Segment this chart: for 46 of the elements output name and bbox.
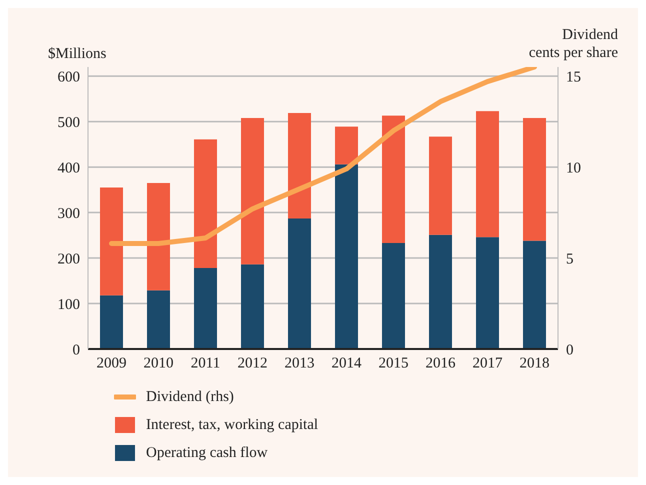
y2-tick-label: 5 bbox=[566, 251, 574, 268]
bar bbox=[288, 218, 311, 349]
bar bbox=[429, 136, 452, 235]
bar bbox=[335, 126, 358, 164]
y-tick-label: 400 bbox=[58, 160, 80, 176]
y2-tick-label: 10 bbox=[566, 160, 581, 176]
bar bbox=[100, 188, 123, 296]
x-tick-label: 2016 bbox=[426, 356, 456, 372]
y-tick-label: 100 bbox=[58, 296, 80, 313]
bar bbox=[147, 290, 170, 349]
bar bbox=[241, 264, 264, 349]
y-tick-label: 200 bbox=[58, 251, 80, 268]
x-tick-label: 2018 bbox=[520, 356, 550, 372]
x-tick-label: 2014 bbox=[332, 356, 362, 372]
bar bbox=[335, 164, 358, 349]
bar bbox=[523, 240, 546, 349]
bar bbox=[194, 139, 217, 268]
y2-tick-label: 0 bbox=[566, 342, 574, 358]
bar bbox=[100, 295, 123, 349]
x-tick-label: 2017 bbox=[472, 356, 503, 372]
x-tick-label: 2009 bbox=[96, 356, 126, 372]
y-tick-label: 600 bbox=[58, 69, 80, 86]
bar bbox=[476, 111, 499, 238]
y-tick-label: 500 bbox=[58, 114, 80, 131]
x-tick-label: 2012 bbox=[238, 356, 268, 372]
bar bbox=[288, 112, 311, 218]
bar bbox=[429, 234, 452, 349]
bar bbox=[523, 118, 546, 241]
legend-label: Interest, tax, working capital bbox=[146, 416, 318, 434]
legend-label: Dividend (rhs) bbox=[146, 388, 234, 406]
bar bbox=[476, 237, 499, 349]
y-tick-label: 0 bbox=[72, 342, 80, 358]
y-axis-title: $Millions bbox=[48, 46, 106, 63]
x-tick-label: 2010 bbox=[144, 356, 174, 372]
y-tick-label: 300 bbox=[58, 206, 80, 222]
y2-tick-label: 15 bbox=[566, 69, 581, 86]
bar bbox=[241, 118, 264, 264]
x-tick-label: 2015 bbox=[378, 356, 408, 372]
y2-axis-title: Dividend cents per share bbox=[528, 26, 618, 62]
bar bbox=[382, 116, 405, 244]
bar bbox=[194, 268, 217, 349]
x-tick-label: 2013 bbox=[284, 356, 314, 372]
x-tick-label: 2011 bbox=[190, 356, 220, 372]
bar bbox=[147, 182, 170, 290]
legend-label: Operating cash flow bbox=[146, 444, 268, 462]
bar bbox=[382, 243, 405, 349]
